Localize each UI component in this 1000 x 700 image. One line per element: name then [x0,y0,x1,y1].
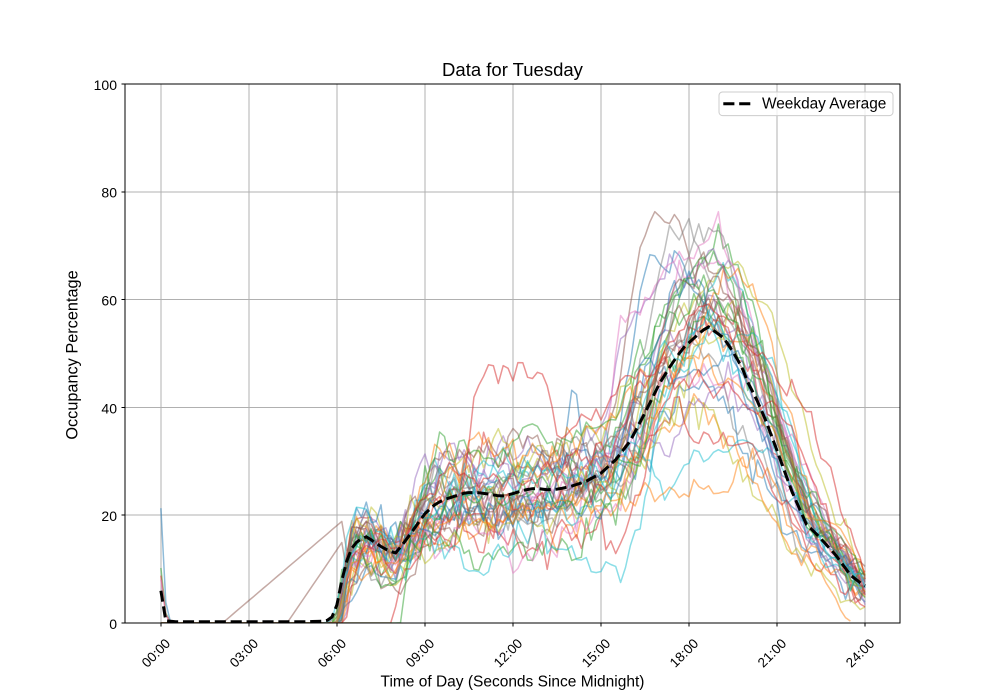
svg-text:60: 60 [101,293,117,309]
svg-text:40: 40 [101,400,117,416]
svg-text:80: 80 [101,185,117,201]
svg-text:Occupancy Percentage: Occupancy Percentage [64,270,82,439]
svg-text:0: 0 [109,616,117,632]
svg-text:Time of Day (Seconds Since Mid: Time of Day (Seconds Since Midnight) [381,674,645,691]
svg-text:100: 100 [94,77,118,93]
svg-text:Weekday Average: Weekday Average [762,95,886,112]
svg-text:Data for Tuesday: Data for Tuesday [442,59,584,80]
svg-text:20: 20 [101,508,117,524]
